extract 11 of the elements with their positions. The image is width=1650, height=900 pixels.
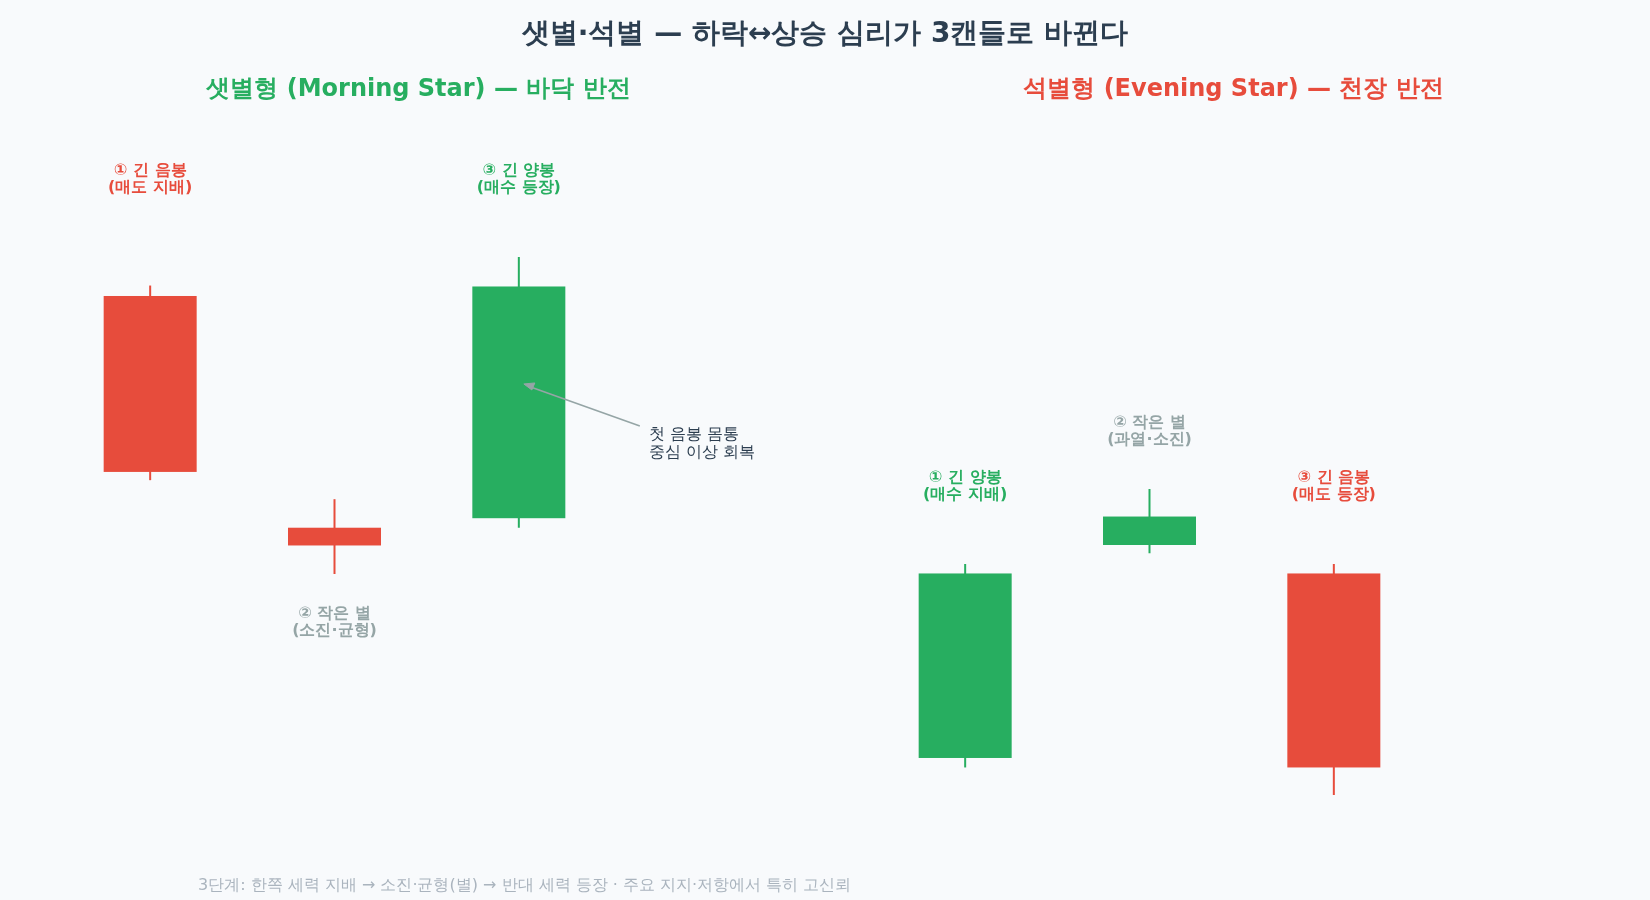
text: ② 작은 별 (과열·소진) [1107,412,1192,448]
text: ② 작은 별 (소진·균형) [292,603,377,639]
annotation: ③ 긴 음봉 (매도 등장) [1291,466,1376,503]
chart-subtitle: 석별형 (Evening Star) — 천장 반전 [1023,74,1444,102]
text: ③ 긴 양봉 (매수 등장) [476,160,561,196]
text: 샛별·석별 — 하락↔상승 심리가 3캔들로 바뀐다 [520,16,1129,49]
text: 첫 음봉 몸통 중심 이상 회복 [648,423,756,461]
chart-subtitle: 샛별형 (Morning Star) — 바닥 반전 [205,74,631,102]
annotation: ① 긴 양봉 (매수 지배) [923,466,1008,503]
text: 3단계: 한쪽 세력 지배 → 소진·균형(별) → 반대 세력 등장 · 주요 지지·저항에서 특히 고신뢰 [198,875,852,894]
text: ① 긴 음봉 (매도 지배) [108,160,193,196]
